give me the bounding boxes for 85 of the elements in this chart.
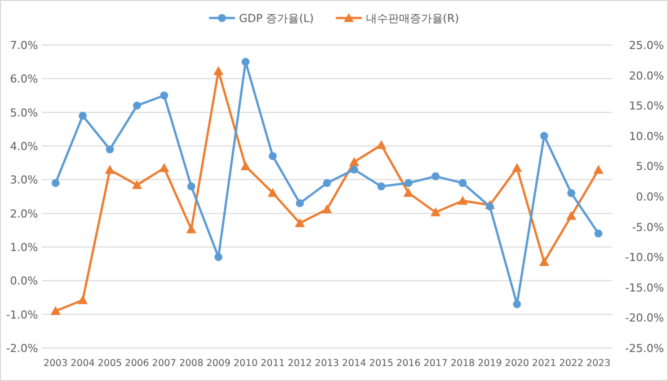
- point: [593, 164, 604, 174]
- point: [187, 182, 196, 190]
- point: [350, 166, 358, 174]
- point: [486, 202, 494, 211]
- x-tick-label: 2017: [423, 358, 448, 369]
- y-tick-label: 4.0%: [10, 140, 38, 153]
- point: [242, 58, 250, 66]
- point: [159, 163, 170, 172]
- point: [52, 179, 60, 188]
- point: [296, 199, 304, 208]
- x-tick-label: 2020: [504, 358, 530, 369]
- point: [78, 112, 87, 120]
- point: [540, 132, 548, 140]
- y-tick-label: 6.0%: [10, 72, 38, 86]
- point: [294, 218, 305, 228]
- x-tick-label: 2014: [342, 358, 366, 369]
- y-tick-label: -1.0%: [6, 308, 38, 322]
- point: [214, 253, 222, 262]
- y2-tick-label: -5.0%: [632, 220, 664, 234]
- point: [240, 161, 251, 170]
- y-tick-label: -2.0%: [6, 342, 38, 355]
- y2-tick-label: -25.0%: [625, 342, 664, 355]
- x-tick-label: 2011: [260, 358, 285, 369]
- y2-tick-label: -10.0%: [625, 251, 664, 264]
- point: [376, 140, 386, 149]
- x-tick-label: 2021: [532, 358, 556, 369]
- y-tick-label: 7.0%: [10, 39, 38, 52]
- x-tick-label: 2012: [288, 358, 312, 369]
- legend-label: 내수판매증가율(R): [366, 12, 460, 25]
- x-tick-label: 2018: [450, 358, 475, 369]
- y-tick-label: 3.0%: [10, 174, 38, 187]
- point: [160, 92, 168, 100]
- point: [106, 145, 114, 154]
- point: [430, 207, 441, 216]
- point: [133, 102, 141, 110]
- point: [458, 179, 467, 188]
- point: [567, 189, 576, 198]
- x-tick-label: 2010: [233, 358, 258, 369]
- point: [186, 224, 196, 234]
- point: [349, 156, 360, 166]
- y2-tick-label: 20.0%: [629, 69, 664, 82]
- point: [432, 172, 440, 180]
- x-tick-label: 2016: [396, 358, 421, 369]
- point: [104, 164, 115, 174]
- point: [566, 210, 576, 220]
- point: [323, 179, 331, 188]
- x-tick-label: 2022: [559, 358, 584, 369]
- y-tick-label: 1.0%: [10, 241, 38, 254]
- y2-tick-label: 5.0%: [636, 160, 664, 174]
- point: [213, 66, 224, 76]
- point: [132, 180, 142, 189]
- y2-tick-label: -20.0%: [625, 312, 664, 325]
- point: [512, 163, 522, 172]
- point: [78, 295, 88, 304]
- x-tick-label: 2013: [314, 358, 340, 369]
- y2-tick-label: 25.0%: [629, 39, 664, 52]
- point: [513, 300, 521, 308]
- point: [539, 256, 550, 266]
- x-tick-label: 2007: [152, 358, 176, 369]
- x-tick-label: 2008: [179, 358, 204, 369]
- y2-tick-label: 15.0%: [629, 100, 664, 113]
- point: [322, 204, 332, 214]
- y-tick-label: 0.0%: [10, 274, 38, 288]
- y2-tick-label: 10.0%: [629, 130, 664, 143]
- y2-tick-label: 0.0%: [636, 190, 664, 204]
- point: [268, 152, 277, 160]
- y2-tick-label: -15.0%: [625, 281, 664, 294]
- point: [377, 182, 386, 190]
- x-tick-label: 2004: [70, 358, 95, 369]
- point: [458, 196, 468, 205]
- point: [404, 179, 412, 188]
- point: [594, 230, 602, 238]
- y-tick-label: 2.0%: [10, 207, 38, 220]
- x-tick-label: 2015: [369, 358, 394, 369]
- x-tick-label: 2023: [586, 358, 611, 369]
- x-tick-label: 2019: [478, 358, 502, 369]
- x-tick-label: 2005: [98, 358, 122, 369]
- legend-label: GDP 증가율(L): [238, 12, 314, 25]
- point: [403, 188, 414, 197]
- point: [50, 306, 61, 316]
- y-tick-label: 5.0%: [10, 106, 38, 120]
- x-tick-label: 2009: [206, 358, 231, 369]
- x-tick-label: 2003: [43, 358, 68, 369]
- x-tick-label: 2006: [124, 358, 150, 369]
- point: [268, 188, 278, 197]
